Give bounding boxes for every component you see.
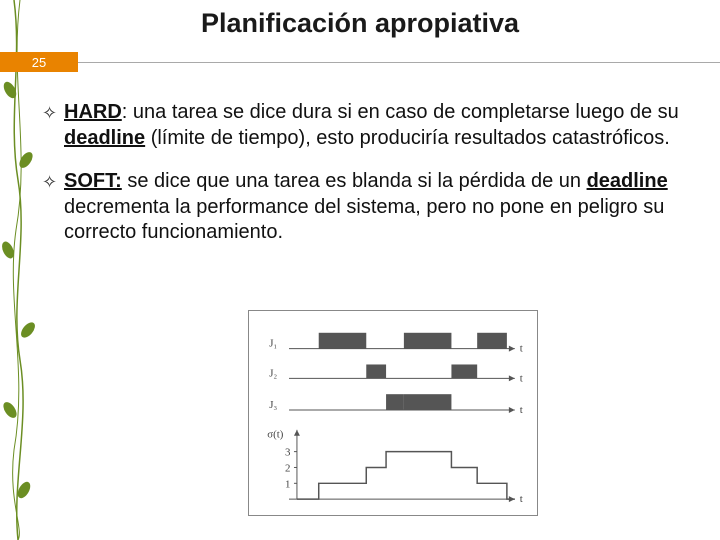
bullet-soft-text: SOFT: se dice que una tarea es blanda si…	[64, 169, 702, 246]
svg-text:t: t	[520, 372, 523, 384]
term-deadline: deadline	[64, 127, 145, 149]
vine-leaf	[17, 150, 36, 170]
svg-text:t: t	[520, 343, 523, 355]
vine-leaf	[18, 320, 37, 340]
svg-text:J₂: J₂	[269, 367, 277, 379]
term-hard: HARD	[64, 101, 122, 123]
term-soft: SOFT:	[64, 170, 122, 192]
page-divider	[78, 62, 720, 63]
svg-text:σ(t): σ(t)	[267, 429, 284, 441]
vine-leaf	[1, 400, 20, 420]
body-content: ✧ HARD: una tarea se dice dura si en cas…	[42, 100, 702, 264]
svg-text:t: t	[520, 404, 523, 416]
bullet-soft: ✧ SOFT: se dice que una tarea es blanda …	[42, 169, 702, 246]
page-number-row: 25	[0, 52, 720, 72]
term-deadline: deadline	[587, 170, 668, 192]
svg-text:J₁: J₁	[269, 338, 277, 350]
bullet-marker-icon: ✧	[42, 102, 64, 125]
bullet-marker-icon: ✧	[42, 171, 64, 194]
svg-text:J₃: J₃	[269, 399, 277, 411]
vine-decoration	[0, 0, 42, 540]
svg-text:t: t	[520, 493, 523, 505]
scheduling-diagram: J₁ t J₂ t J₃ t t σ(t) 1 2 3	[248, 310, 538, 516]
svg-text:1: 1	[285, 478, 290, 490]
page-number-badge: 25	[0, 52, 78, 72]
svg-text:2: 2	[285, 462, 290, 474]
vine-stem	[14, 0, 23, 540]
bullet-hard-text: HARD: una tarea se dice dura si en caso …	[64, 100, 702, 151]
slide-title: Planificación apropiativa	[0, 8, 720, 39]
svg-text:3: 3	[285, 447, 291, 459]
bullet-hard: ✧ HARD: una tarea se dice dura si en cas…	[42, 100, 702, 151]
